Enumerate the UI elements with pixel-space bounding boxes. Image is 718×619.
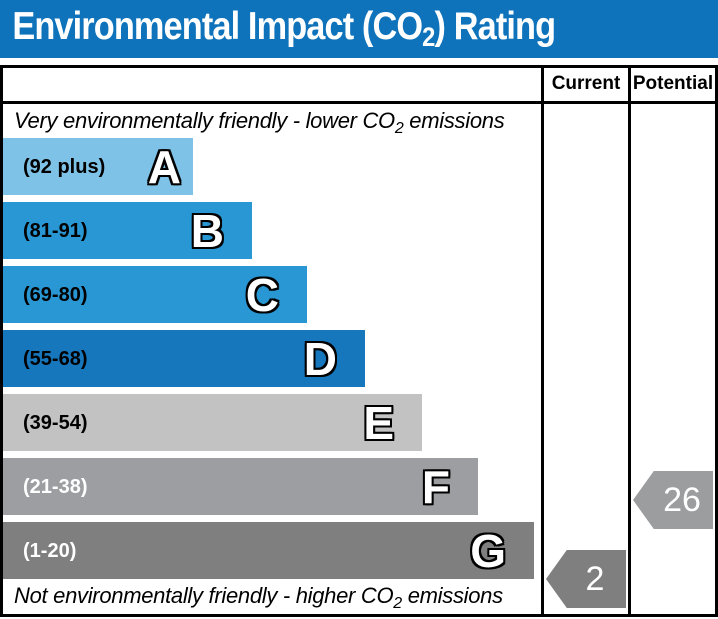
co2-subscript: 2 bbox=[422, 22, 435, 52]
band-letter: D bbox=[303, 333, 337, 385]
bottom-note: Not environmentally friendly - higher CO… bbox=[14, 583, 503, 612]
band-row-b: (81-91) B bbox=[3, 202, 252, 259]
header-underline bbox=[0, 101, 718, 104]
column-divider-potential bbox=[628, 65, 631, 617]
title-bar: Environmental Impact (CO2) Rating bbox=[0, 0, 718, 58]
band-letter: A bbox=[147, 141, 181, 193]
band-range-label: (55-68) bbox=[23, 348, 88, 370]
band-range-label: (39-54) bbox=[23, 412, 88, 434]
potential-rating-value: 26 bbox=[663, 481, 701, 519]
top-note: Very environmentally friendly - lower CO… bbox=[14, 108, 505, 137]
band-range-label: (92 plus) bbox=[23, 156, 106, 178]
band-letter: F bbox=[421, 461, 450, 513]
band-letter: E bbox=[363, 397, 394, 449]
band-row-a: (92 plus) A bbox=[3, 138, 193, 195]
band-range-label: (69-80) bbox=[23, 284, 88, 306]
band-row-e: (39-54) E bbox=[3, 394, 422, 451]
band-row-f: (21-38) F bbox=[3, 458, 478, 515]
current-rating-value: 2 bbox=[585, 560, 605, 598]
band-row-g: (1-20) G bbox=[3, 522, 534, 579]
co2-subscript: 2 bbox=[394, 120, 404, 137]
band-range-label: (1-20) bbox=[23, 540, 77, 562]
band-range-label: (21-38) bbox=[23, 476, 88, 498]
column-header-current: Current bbox=[551, 73, 621, 94]
column-divider-current bbox=[541, 65, 544, 617]
column-header-potential: Potential bbox=[632, 73, 714, 94]
band-range-label: (81-91) bbox=[23, 220, 88, 242]
band-letter: G bbox=[470, 525, 506, 577]
co2-subscript: 2 bbox=[393, 595, 402, 612]
band-letter: B bbox=[190, 205, 224, 257]
page-title: Environmental Impact (CO2) Rating bbox=[12, 5, 556, 52]
band-row-d: (55-68) D bbox=[3, 330, 365, 387]
band-letter: C bbox=[245, 269, 279, 321]
band-row-c: (69-80) C bbox=[3, 266, 307, 323]
